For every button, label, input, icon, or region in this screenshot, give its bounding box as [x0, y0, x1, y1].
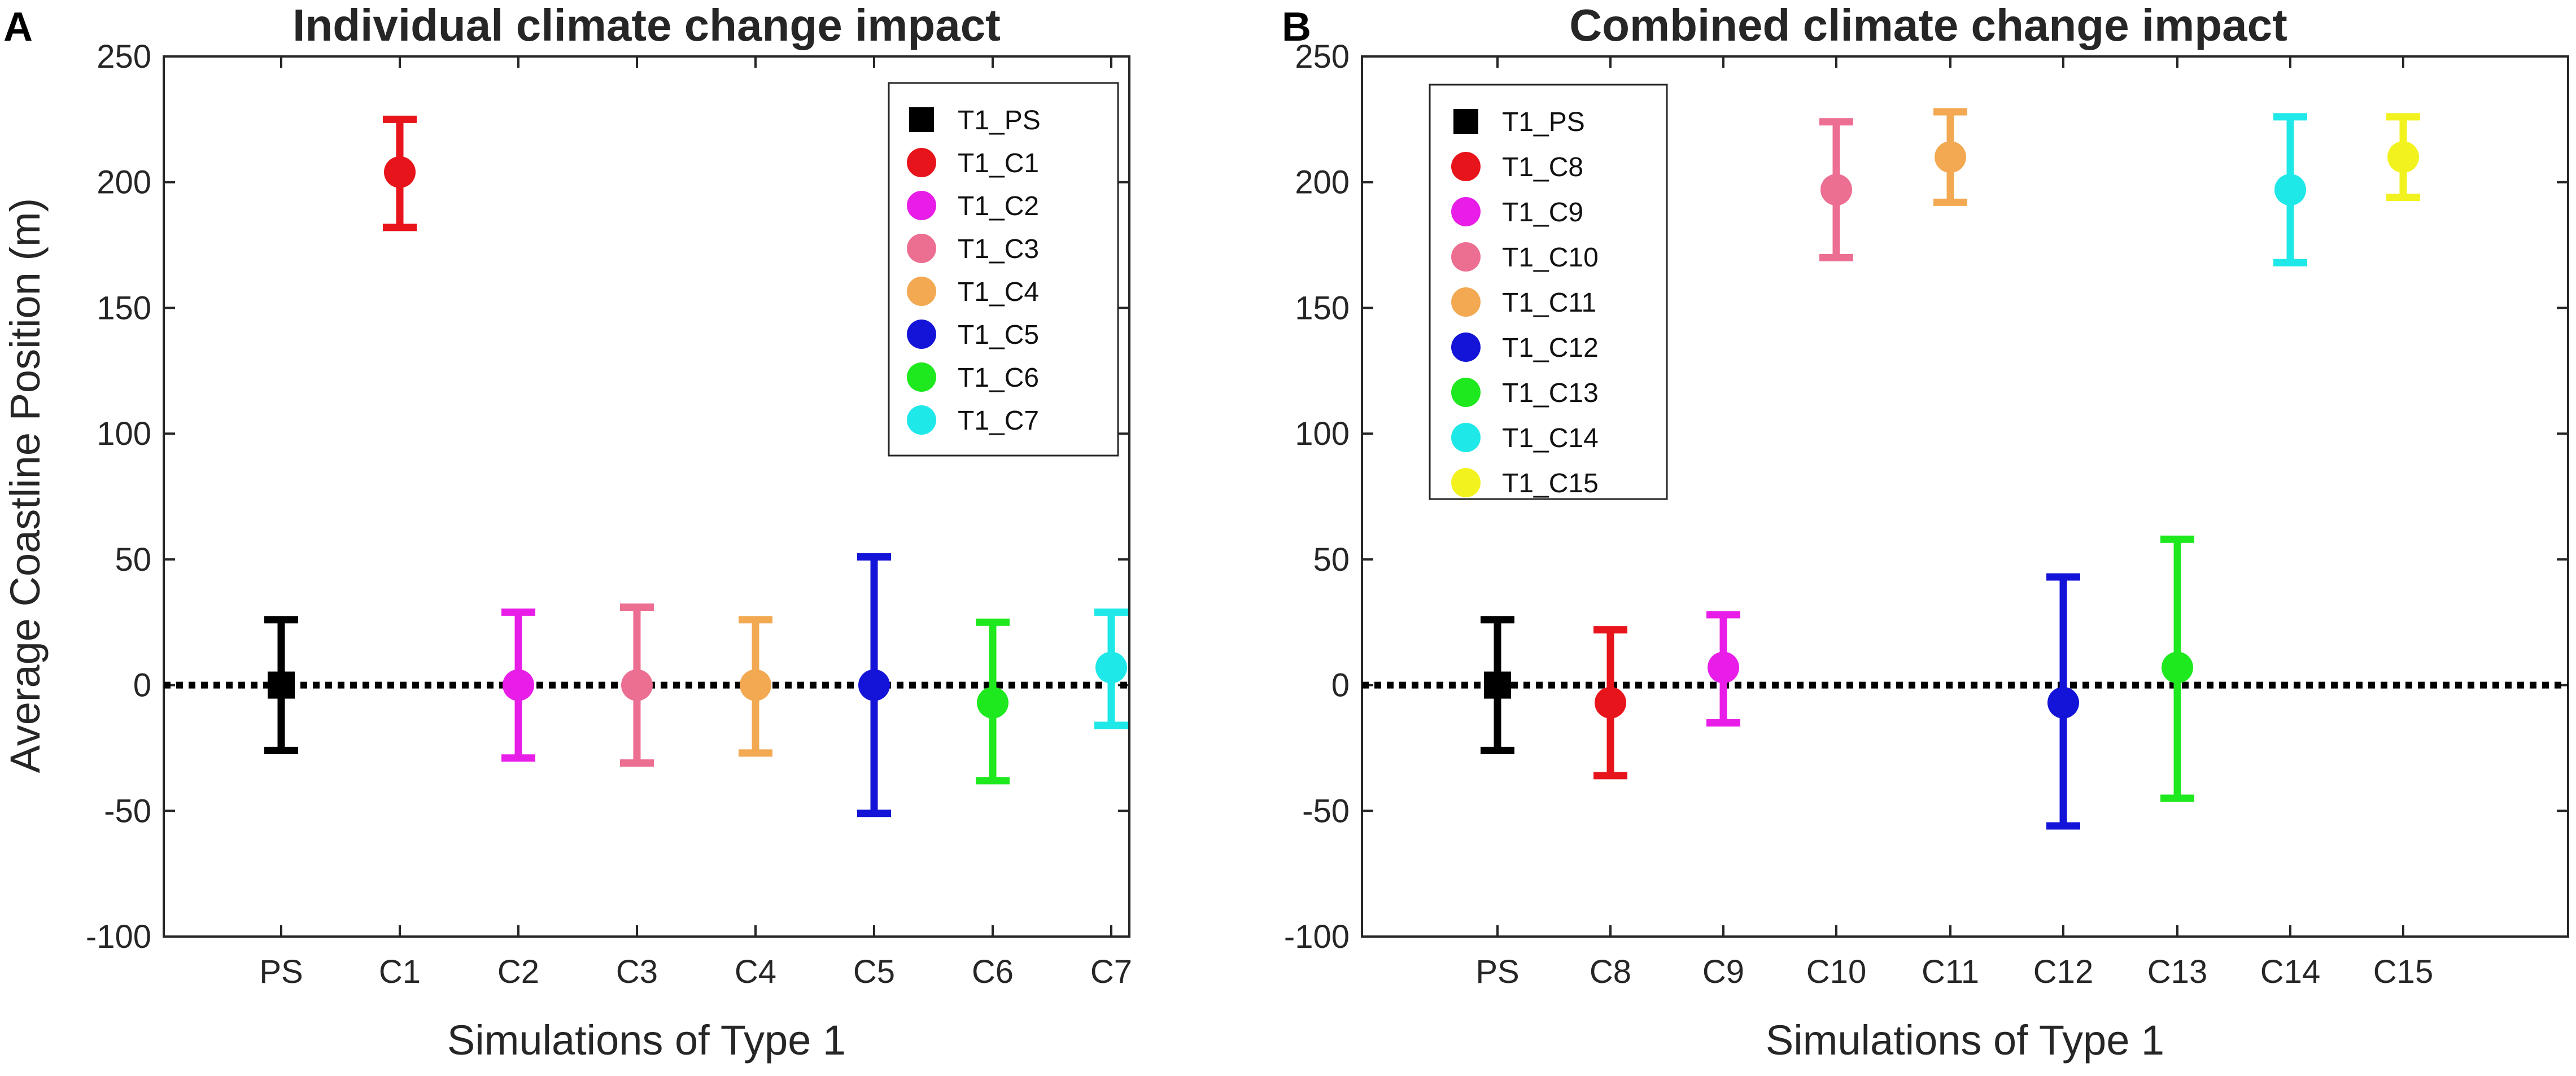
- legend-marker: [1451, 242, 1481, 272]
- legend-label: T1_C14: [1502, 423, 1599, 453]
- x-tick-label: C5: [853, 953, 895, 990]
- data-point: [1935, 141, 1966, 173]
- legend-label: T1_C12: [1502, 333, 1599, 363]
- chart-panel-b: B Combined climate change impact -100 -50…: [1282, 0, 2569, 1064]
- data-point: [2047, 686, 2079, 719]
- x-tick-label: C14: [2260, 953, 2320, 990]
- legend-label: T1_C8: [1502, 152, 1583, 182]
- data-point: [384, 156, 416, 188]
- data-point: [2274, 174, 2306, 206]
- y-axis-label: Average Coastline Position (m): [2, 198, 49, 773]
- legend-marker: [907, 234, 936, 263]
- legend-marker: [1451, 423, 1481, 452]
- legend-label: T1_C6: [958, 363, 1039, 393]
- legend-label: T1_C5: [958, 320, 1039, 350]
- x-tick-label: C6: [972, 953, 1014, 990]
- x-tick-label: C8: [1590, 953, 1631, 990]
- y-tick-label: -100: [1284, 918, 1350, 955]
- legend-label: T1_C1: [958, 148, 1039, 178]
- data-point: [1095, 651, 1127, 684]
- y-tick-label: 200: [1295, 164, 1350, 201]
- legend-label: T1_C9: [1502, 198, 1583, 228]
- legend: T1_PS T1_C8 T1_C9 T1_C10 T1_C11 T1_C12 T1_C13 T…: [1429, 84, 1668, 500]
- data-point: [1708, 651, 1739, 684]
- legend-label: T1_C7: [958, 406, 1039, 436]
- legend-marker: [909, 107, 934, 132]
- x-tick-label: C9: [1702, 953, 1744, 990]
- y-tick-label: 250: [1295, 38, 1350, 75]
- y-tick-label: 50: [1313, 541, 1350, 578]
- data-point: [1595, 686, 1626, 719]
- legend-marker: [1451, 197, 1481, 226]
- legend-label: T1_PS: [958, 106, 1041, 135]
- y-tick-label: -100: [86, 918, 151, 955]
- y-tick-label: 50: [115, 541, 151, 578]
- legend-marker: [1451, 468, 1481, 497]
- legend-label: T1_PS: [1502, 107, 1585, 137]
- legend-label: T1_C13: [1502, 378, 1599, 408]
- x-tick-label: PS: [1475, 953, 1519, 990]
- panel-title: Combined climate change impact: [1569, 0, 2287, 50]
- data-point: [503, 669, 534, 701]
- panel-title: Individual climate change impact: [292, 0, 1001, 50]
- x-axis-label: Simulations of Type 1: [447, 1017, 846, 1064]
- y-tick-label: 100: [97, 415, 151, 452]
- x-tick-label: C12: [2033, 953, 2093, 990]
- legend-label: T1_C11: [1502, 288, 1596, 318]
- x-tick-label: C15: [2373, 953, 2433, 990]
- data-point: [2162, 651, 2193, 684]
- x-tick-label: C1: [379, 953, 421, 990]
- data-point: [977, 686, 1008, 719]
- legend-label: T1_C15: [1502, 469, 1599, 498]
- x-tick-label: C7: [1090, 953, 1132, 990]
- y-tick-label: 150: [97, 290, 151, 326]
- data-point: [858, 669, 890, 701]
- x-axis-label: Simulations of Type 1: [1766, 1017, 2164, 1064]
- legend-marker: [1451, 333, 1481, 362]
- data-point: [740, 669, 771, 701]
- x-tick-label: C13: [2147, 953, 2207, 990]
- legend-box: [888, 82, 1119, 457]
- x-tick-label: C10: [1806, 953, 1866, 990]
- y-tick-label: 100: [1295, 415, 1350, 452]
- legend-marker: [1451, 378, 1481, 407]
- data-point: [1820, 174, 1852, 206]
- y-tick-label: 250: [97, 38, 151, 75]
- data-point: [621, 669, 653, 701]
- legend-marker: [907, 148, 936, 177]
- panel-letter: A: [3, 5, 33, 50]
- legend-marker: [907, 362, 936, 392]
- legend-label: T1_C4: [958, 277, 1039, 307]
- data-point: [2387, 141, 2419, 173]
- legend-label: T1_C2: [958, 191, 1039, 221]
- legend-marker: [1451, 287, 1481, 317]
- y-tick-label: -50: [1302, 793, 1350, 829]
- y-tick-label: -50: [104, 793, 151, 829]
- y-tick-label: 200: [97, 164, 151, 201]
- x-tick-label: C4: [735, 953, 776, 990]
- chart-panel-a: A Individual climate change impact -100 -…: [3, 0, 1132, 1064]
- legend-marker: [907, 320, 936, 349]
- legend-marker: [907, 277, 936, 306]
- data-point-square: [1484, 671, 1511, 699]
- y-tick-label: 0: [133, 667, 151, 704]
- x-tick-label: C3: [616, 953, 658, 990]
- legend-marker: [1453, 109, 1478, 134]
- legend: T1_PS T1_C1 T1_C2 T1_C3 T1_C4 T1_C5 T1_C6 T1_C7: [888, 82, 1119, 457]
- legend-marker: [1451, 152, 1481, 181]
- legend-label: T1_C10: [1502, 243, 1599, 273]
- panel-letter: B: [1282, 5, 1311, 50]
- x-tick-label: C2: [497, 953, 539, 990]
- y-tick-label: 150: [1295, 290, 1350, 326]
- legend-marker: [907, 191, 936, 220]
- y-tick-label: 0: [1331, 667, 1350, 704]
- legend-marker: [907, 405, 936, 435]
- data-point-square: [268, 671, 295, 699]
- x-tick-label: C11: [1922, 953, 1979, 990]
- x-tick-label: PS: [259, 953, 303, 990]
- legend-label: T1_C3: [958, 234, 1039, 264]
